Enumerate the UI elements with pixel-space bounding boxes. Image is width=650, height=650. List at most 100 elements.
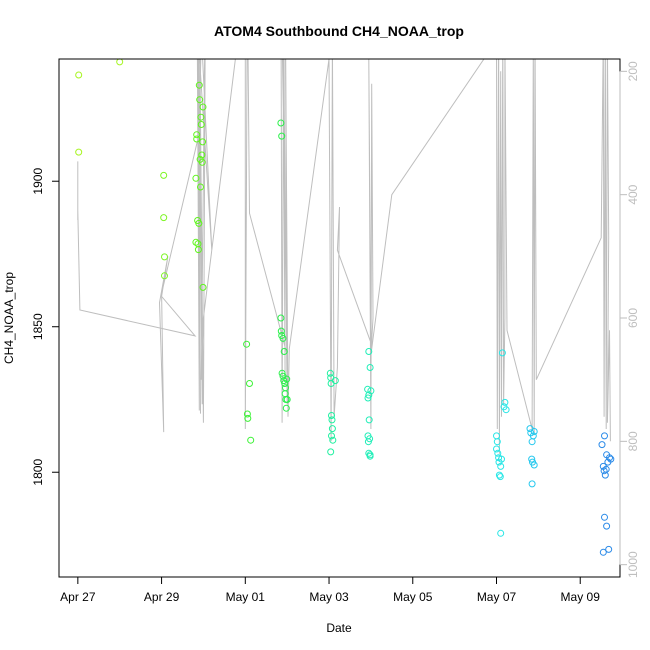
data-point	[197, 113, 205, 121]
data-point	[496, 473, 504, 481]
data-point	[198, 158, 206, 166]
data-point	[328, 412, 335, 419]
data-point	[277, 327, 285, 335]
data-point	[494, 449, 502, 457]
data-point	[328, 432, 335, 440]
data-point	[282, 384, 289, 392]
y-axis-label: CH4_NOAA_trop	[2, 272, 16, 364]
data-point	[194, 246, 202, 254]
x-tick-label: May 03	[309, 590, 349, 604]
data-point	[365, 416, 373, 424]
data-point	[366, 364, 374, 371]
data-point	[160, 214, 168, 222]
data-point	[493, 438, 501, 446]
right-tick-label: 1000	[626, 551, 640, 578]
right-tick-label: 800	[626, 431, 640, 451]
data-point	[603, 522, 611, 530]
data-point	[331, 377, 339, 385]
data-point	[247, 436, 255, 444]
data-point	[199, 103, 207, 111]
data-point	[193, 131, 201, 139]
flight-track-line	[77, 59, 611, 454]
data-point	[195, 81, 203, 89]
data-point	[502, 406, 510, 414]
chart-title: ATOM4 Southbound CH4_NOAA_trop	[214, 23, 464, 39]
data-point	[246, 380, 253, 387]
data-point	[197, 183, 204, 191]
right-axis: 200 400 600 800 1000	[619, 61, 640, 578]
data-point	[606, 454, 613, 462]
data-point	[607, 455, 615, 463]
y-axis: 1800 1850 1900	[31, 168, 60, 486]
y-tick-label: 1850	[31, 313, 45, 340]
data-point	[365, 391, 373, 399]
data-point	[193, 135, 201, 143]
data-point	[605, 545, 613, 553]
x-tick-label: May 09	[561, 590, 601, 604]
data-point	[601, 432, 608, 440]
data-point	[327, 448, 335, 456]
data-point	[278, 132, 286, 140]
data-point	[283, 396, 291, 403]
x-tick-label: May 01	[226, 590, 266, 604]
data-point	[75, 71, 83, 79]
data-point	[602, 465, 610, 473]
data-point	[280, 348, 288, 355]
data-point	[243, 410, 251, 418]
data-point	[283, 375, 291, 383]
data-point	[199, 283, 207, 291]
data-point	[160, 171, 168, 179]
data-point	[498, 349, 506, 357]
data-point	[367, 387, 375, 395]
data-point	[528, 480, 536, 488]
data-point	[328, 416, 336, 424]
data-point	[528, 455, 536, 463]
data-point	[601, 513, 608, 521]
x-tick-label: May 07	[477, 590, 517, 604]
data-points-layer	[75, 58, 615, 556]
data-point	[197, 121, 205, 128]
data-point	[366, 451, 374, 459]
data-point	[196, 96, 204, 104]
y-tick-label: 1900	[31, 168, 45, 195]
data-point	[161, 253, 168, 261]
data-point	[364, 394, 372, 402]
data-point	[530, 461, 538, 469]
data-point	[497, 529, 505, 537]
data-point	[244, 414, 252, 422]
data-point	[498, 455, 505, 463]
data-point	[328, 425, 336, 433]
x-tick-label: May 05	[393, 590, 433, 604]
data-point	[528, 438, 536, 446]
data-point	[199, 138, 207, 146]
data-point	[75, 148, 83, 156]
data-point	[529, 432, 537, 440]
x-axis-label: Date	[326, 621, 352, 635]
data-point	[365, 348, 373, 355]
data-point	[277, 314, 285, 322]
data-point	[599, 548, 607, 556]
data-point	[192, 174, 200, 182]
data-point	[192, 238, 200, 246]
data-point	[530, 428, 538, 435]
data-point	[278, 369, 286, 377]
data-point	[600, 467, 608, 475]
data-point	[493, 432, 500, 440]
data-point	[279, 334, 287, 342]
data-point	[243, 340, 251, 348]
x-axis: Apr 27 Apr 29 May 01 May 03 May 05 May 07 May …	[60, 576, 601, 604]
data-point	[195, 219, 203, 227]
data-point	[598, 441, 606, 449]
data-point	[198, 151, 206, 159]
data-point	[366, 435, 374, 443]
data-point	[116, 58, 124, 66]
data-point	[329, 436, 337, 444]
data-point	[495, 471, 503, 479]
data-point	[497, 462, 505, 470]
data-point	[493, 445, 500, 453]
data-point	[161, 272, 168, 280]
right-tick-label: 200	[626, 61, 640, 81]
x-tick-label: Apr 27	[60, 590, 96, 604]
data-point	[501, 398, 509, 406]
